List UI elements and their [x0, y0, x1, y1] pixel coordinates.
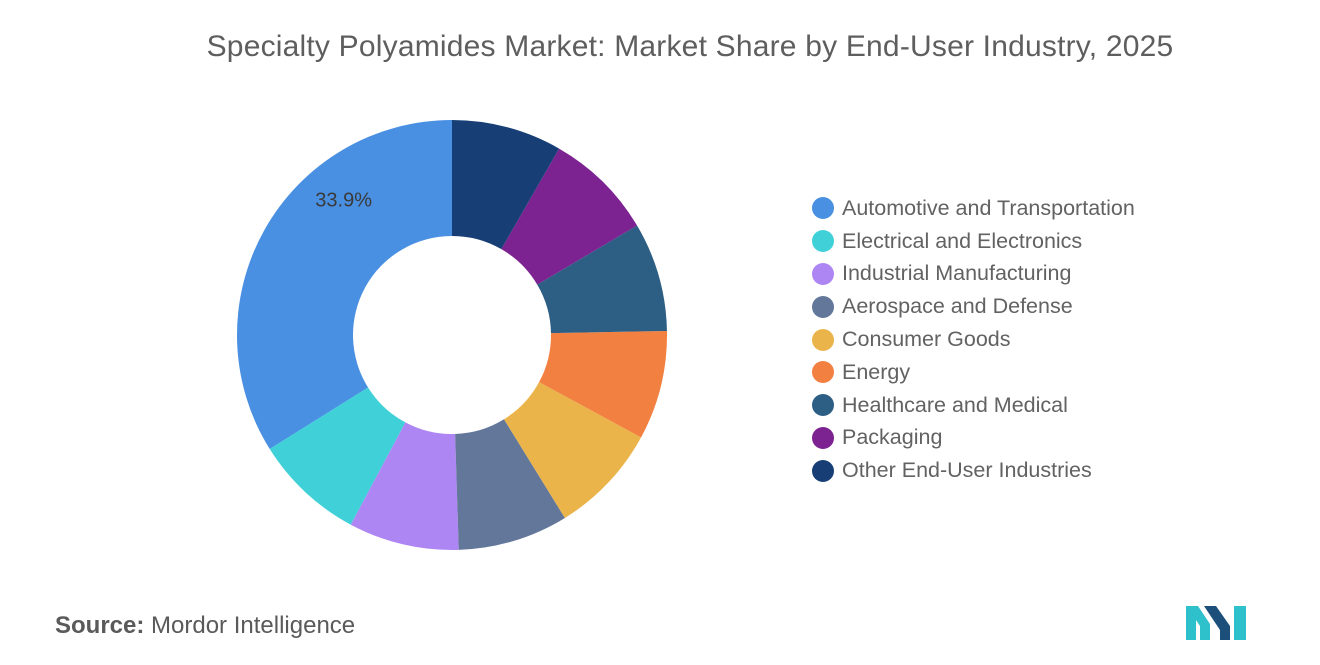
legend-label: Packaging	[842, 425, 943, 450]
legend-item: Automotive and Transportation	[812, 192, 1135, 225]
mordor-intelligence-logo	[1186, 606, 1246, 640]
legend-swatch	[812, 197, 834, 220]
legend-item: Consumer Goods	[812, 323, 1135, 356]
logo-shape-right	[1234, 606, 1246, 640]
chart-title: Specialty Polyamides Market: Market Shar…	[206, 30, 1174, 63]
source-note: Source: Mordor Intelligence	[55, 612, 355, 640]
legend-swatch	[812, 328, 834, 351]
legend-item: Industrial Manufacturing	[812, 258, 1135, 291]
legend-swatch	[812, 361, 834, 384]
legend-swatch	[812, 230, 834, 253]
legend-label: Energy	[842, 359, 911, 384]
source-text: Mordor Intelligence	[151, 612, 356, 639]
donut-slice-1	[236, 120, 452, 450]
legend-label: Industrial Manufacturing	[842, 261, 1072, 286]
source-label: Source:	[55, 612, 145, 639]
logo-shape-middle	[1204, 606, 1230, 640]
donut-slice-3	[350, 422, 459, 550]
donut-chart: 33.9%	[236, 120, 667, 550]
legend-item: Aerospace and Defense	[812, 290, 1135, 323]
legend-label: Consumer Goods	[842, 327, 1011, 352]
legend-swatch	[812, 295, 834, 318]
legend-item: Electrical and Electronics	[812, 225, 1135, 258]
legend-label: Automotive and Transportation	[842, 195, 1135, 220]
donut-slice-6	[539, 330, 667, 438]
legend-label: Electrical and Electronics	[842, 228, 1083, 253]
legend-item: Energy	[812, 356, 1135, 389]
donut-slice-2	[269, 387, 406, 525]
slice-value-label: 33.9%	[315, 190, 372, 212]
donut-slice-4	[455, 419, 565, 550]
legend-label: Healthcare and Medical	[842, 392, 1068, 417]
logo-shape-left	[1186, 606, 1210, 640]
donut-slice-7	[537, 225, 667, 334]
legend-swatch	[812, 459, 834, 482]
chart-legend: Automotive and Transportation Electrical …	[812, 192, 1135, 487]
legend-label: Aerospace and Defense	[842, 294, 1073, 319]
donut-slice-9	[452, 120, 560, 250]
legend-item: Other End-User Industries	[812, 454, 1135, 487]
donut-slice-8	[501, 148, 638, 285]
legend-item: Healthcare and Medical	[812, 389, 1135, 422]
legend-label: Other End-User Industries	[842, 458, 1092, 483]
legend-item: Packaging	[812, 422, 1135, 455]
legend-swatch	[812, 394, 834, 417]
legend-swatch	[812, 262, 834, 285]
donut-slice-5	[503, 382, 642, 518]
legend-swatch	[812, 426, 834, 449]
